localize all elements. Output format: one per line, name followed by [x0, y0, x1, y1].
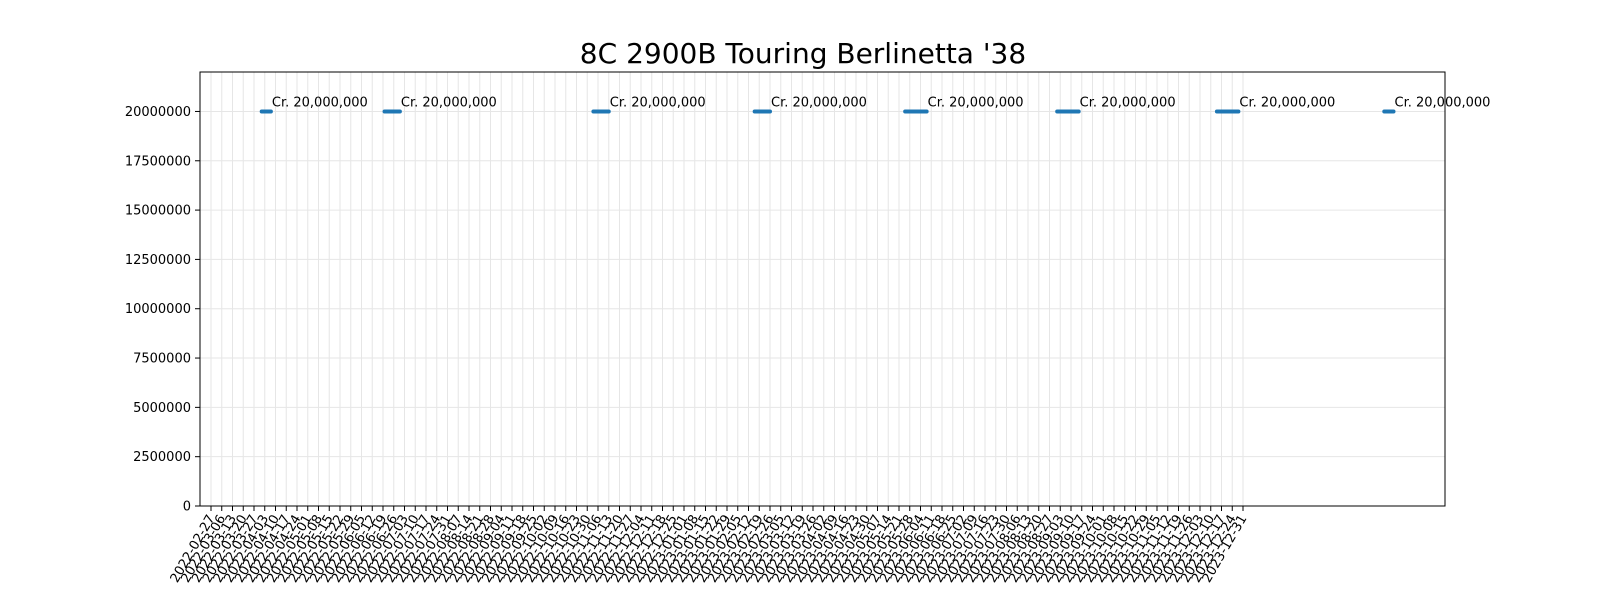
y-tick-label: 15000000: [125, 204, 191, 219]
data-label: Cr. 20,000,000: [401, 95, 497, 110]
chart-title: 8C 2900B Touring Berlinetta '38: [580, 37, 1026, 70]
data-label: Cr. 20,000,000: [272, 95, 368, 110]
data-label: Cr. 20,000,000: [1080, 95, 1176, 110]
y-tick-label: 20000000: [125, 105, 191, 120]
y-tick-label: 10000000: [125, 302, 191, 317]
y-tick-label: 2500000: [133, 450, 191, 465]
y-axis: 0 2500000 5000000 7500000 10000000 12500000 15…: [125, 105, 200, 515]
y-tick-label: 7500000: [133, 352, 191, 367]
x-axis: 2022-02-272022-03-062022-03-132022-03-20…: [168, 506, 1250, 585]
y-tick-label: 12500000: [125, 253, 191, 268]
data-label: Cr. 20,000,000: [928, 95, 1024, 110]
y-tick-label: 5000000: [133, 401, 191, 416]
y-tick-label: 17500000: [125, 154, 191, 169]
y-tick-label: 0: [183, 500, 191, 515]
data-label: Cr. 20,000,000: [1239, 95, 1335, 110]
data-labels: Cr. 20,000,000 Cr. 20,000,000 Cr. 20,000,0…: [272, 95, 1491, 110]
data-label: Cr. 20,000,000: [610, 95, 706, 110]
data-label: Cr. 20,000,000: [1395, 95, 1491, 110]
data-label: Cr. 20,000,000: [771, 95, 867, 110]
grid: [200, 72, 1445, 507]
plot-frame: [199, 71, 1446, 507]
